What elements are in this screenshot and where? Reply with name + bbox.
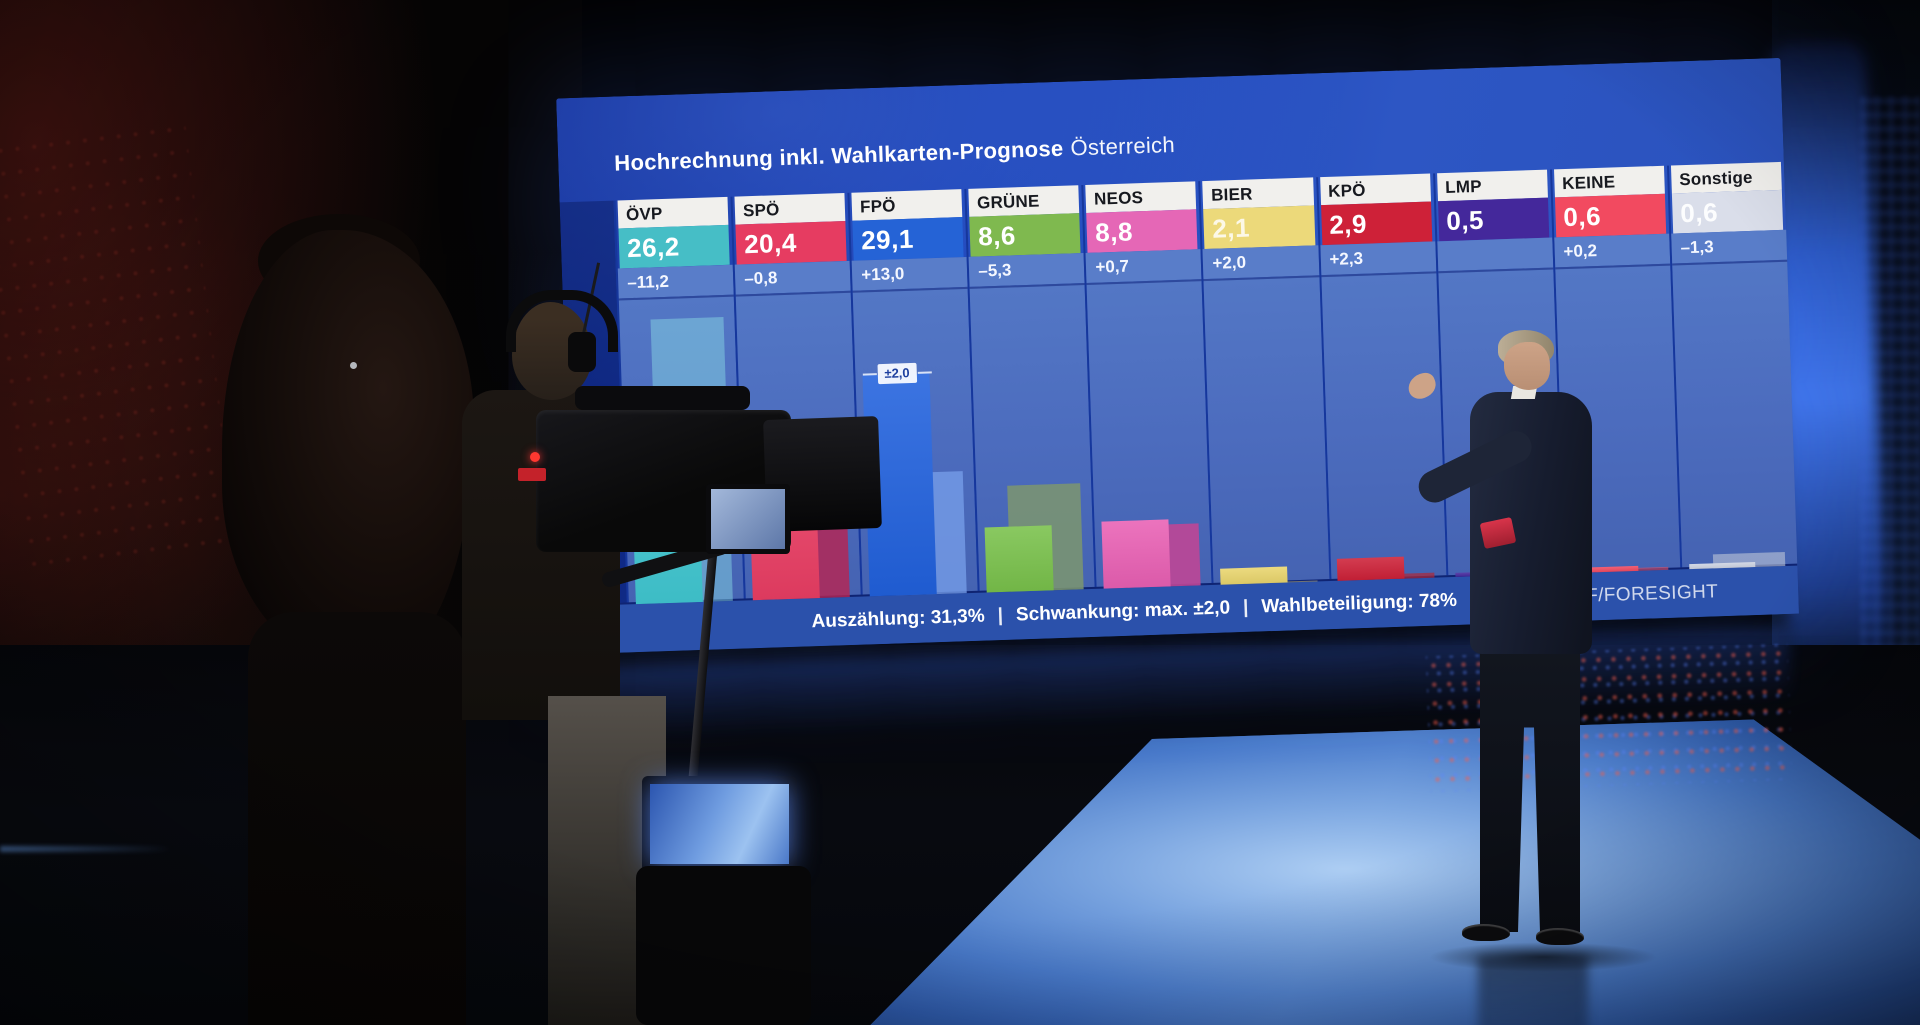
party-bar-area xyxy=(1672,259,1798,570)
swing-range-label: ±2,0 xyxy=(877,362,917,384)
result-bar xyxy=(984,524,1054,593)
presenter-floor-reflection xyxy=(1478,956,1588,1025)
result-bar xyxy=(1337,556,1405,581)
party-bar-area: ±2,0 xyxy=(735,290,861,601)
party-name-label: FPÖ xyxy=(851,189,963,221)
result-bar xyxy=(862,373,937,597)
stat-auszaehlung: Auszählung: 31,3% xyxy=(811,605,986,633)
chart-title-main: Hochrechnung inkl. Wahlkarten-Prognose xyxy=(613,135,1064,176)
party-name-label: ÖVP xyxy=(617,196,729,229)
presenter-shoe xyxy=(1536,928,1584,945)
party-result-value: 8,6 xyxy=(969,213,1081,257)
woman-curly-hair xyxy=(222,230,474,670)
party-name-label: NEOS xyxy=(1085,181,1197,213)
party-column-neos: NEOS 8,8 +0,7 xyxy=(1081,181,1213,589)
party-bar-area xyxy=(1086,279,1213,589)
chart-title: Hochrechnung inkl. Wahlkarten-Prognose Ös… xyxy=(614,132,1175,177)
result-bar xyxy=(629,402,703,605)
party-name-label: SPÖ xyxy=(734,192,846,225)
party-column-sonstige: Sonstige 0,6 –1,3 xyxy=(1666,161,1798,570)
result-bar xyxy=(1220,566,1288,585)
party-name-label: LMP xyxy=(1436,169,1548,202)
party-result-value: 2,1 xyxy=(1203,205,1315,250)
party-change-value: –1,3 xyxy=(1671,229,1788,264)
party-change-value: –11,2 xyxy=(617,264,734,299)
presenter-shoe xyxy=(1462,924,1510,941)
stat-schwankung: Schwankung: max. ±2,0 xyxy=(1015,597,1231,626)
chart-title-region: Österreich xyxy=(1070,131,1176,161)
party-bar-area xyxy=(969,283,1096,593)
party-change-value: +13,0 xyxy=(851,256,968,291)
party-result-value: 8,8 xyxy=(1086,209,1198,253)
led-grid-pattern xyxy=(1860,96,1920,706)
party-result-value: 0,6 xyxy=(1554,193,1667,238)
party-change-value xyxy=(1436,237,1554,272)
party-bar-area xyxy=(1203,275,1330,585)
presenter-hand xyxy=(1404,369,1440,403)
party-change-value: +0,7 xyxy=(1085,249,1202,283)
swing-range-label: ±2,0 xyxy=(643,392,684,414)
party-column-spoe: SPÖ 20,4 –0,8 ±2,0 xyxy=(730,192,861,601)
party-result-value: 0,5 xyxy=(1437,197,1550,242)
presenter-face xyxy=(1504,342,1550,390)
result-bar xyxy=(1101,519,1171,589)
stat-separator: | xyxy=(1242,596,1249,618)
swing-range-label: ±2,0 xyxy=(762,432,803,454)
party-change-value: –0,8 xyxy=(734,260,851,295)
party-change-value: +2,0 xyxy=(1202,245,1319,280)
woman-body xyxy=(248,612,466,1025)
result-bar xyxy=(747,443,820,601)
party-result-value: 26,2 xyxy=(618,224,730,269)
presenter-figure xyxy=(1398,326,1658,1025)
party-name-label: Sonstige xyxy=(1670,161,1782,194)
party-name-label: GRÜNE xyxy=(968,185,1080,217)
party-column-oevp: ÖVP 26,2 –11,2 ±2,0 xyxy=(613,196,744,605)
party-column-fpoe: FPÖ 29,1 +13,0 ±2,0 xyxy=(847,188,979,597)
party-column-gruene: GRÜNE 8,6 –5,3 xyxy=(964,185,1096,593)
party-column-bier: BIER 2,1 +2,0 xyxy=(1198,177,1330,585)
party-result-value: 2,9 xyxy=(1320,201,1432,246)
presenter-legs xyxy=(1480,648,1580,932)
party-bar-area: ±2,0 xyxy=(618,294,744,605)
woman-earring xyxy=(350,362,357,369)
floor-light-streak xyxy=(0,846,172,852)
party-name-label: BIER xyxy=(1202,177,1314,210)
party-change-value: –5,3 xyxy=(968,253,1085,287)
party-name-label: KPÖ xyxy=(1319,173,1431,206)
party-name-label: KEINE xyxy=(1553,165,1665,198)
crew-woman-silhouette xyxy=(222,214,488,1025)
party-change-value: +0,2 xyxy=(1554,233,1671,268)
party-result-value: 20,4 xyxy=(735,220,847,265)
party-change-value: +2,3 xyxy=(1319,241,1436,276)
stat-separator: | xyxy=(997,604,1004,627)
party-result-value: 29,1 xyxy=(852,217,964,261)
party-bar-area: ±2,0 xyxy=(852,286,979,597)
party-result-value: 0,6 xyxy=(1671,189,1784,234)
